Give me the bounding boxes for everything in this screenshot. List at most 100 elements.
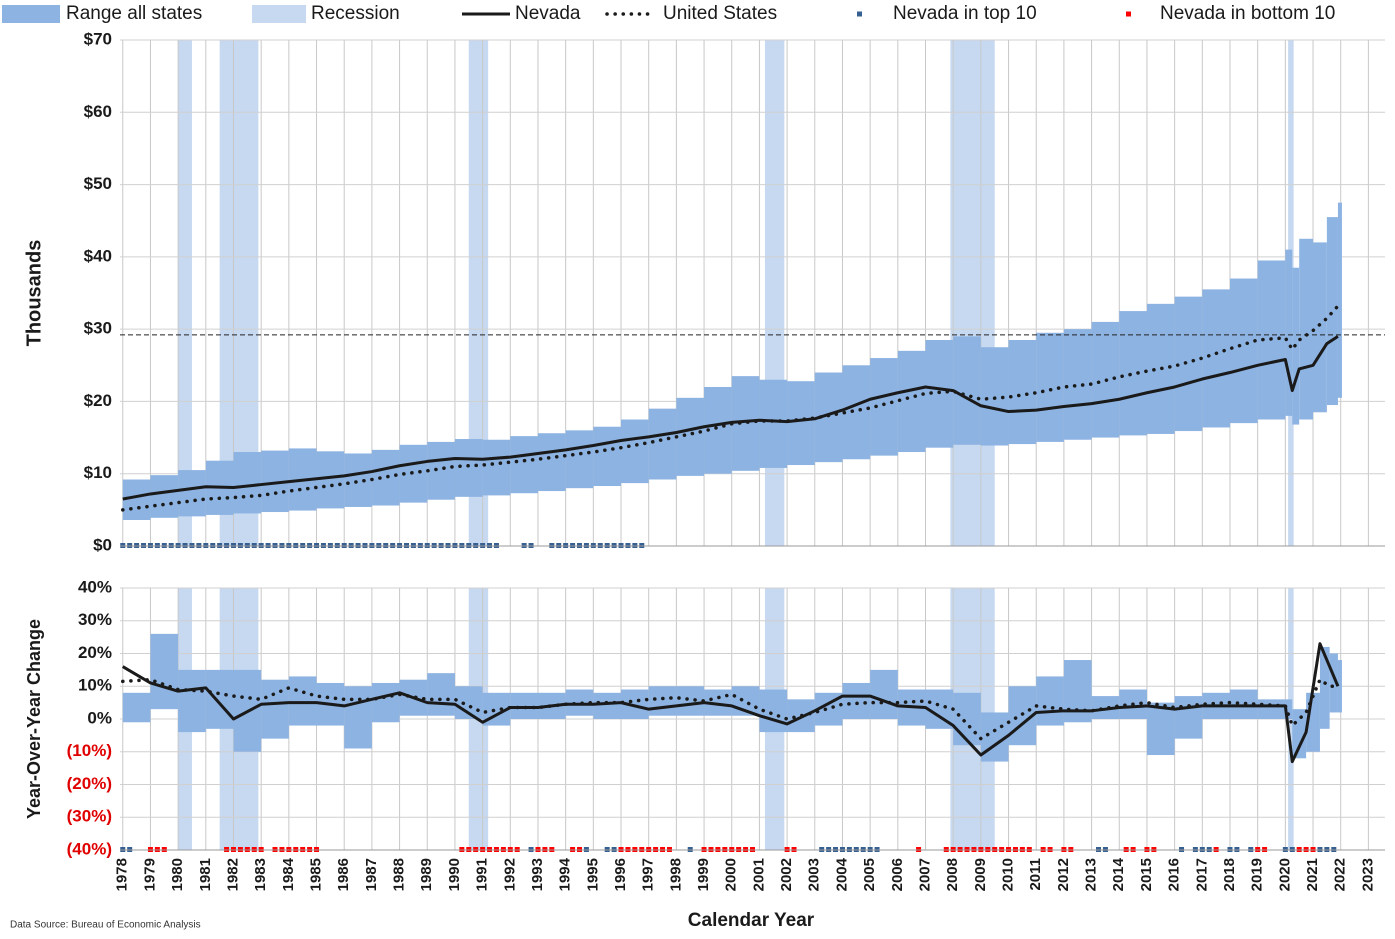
range-band — [454, 439, 483, 497]
recession-band — [178, 40, 192, 546]
y-tick-label: (40%) — [67, 839, 112, 858]
x-tick-label: 1979 — [141, 858, 158, 891]
x-tick-label: 2018 — [1221, 858, 1238, 891]
x-tick-label: 1990 — [446, 858, 463, 891]
source-note: Data Source: Bureau of Economic Analysis — [10, 920, 201, 931]
range-band — [759, 379, 788, 468]
y-tick-label: $20 — [84, 391, 112, 410]
range-band — [1008, 339, 1037, 445]
range-band — [1313, 242, 1327, 413]
x-tick-label: 2021 — [1304, 858, 1321, 891]
y-tick-label: (20%) — [67, 774, 112, 793]
range-band — [676, 397, 705, 476]
range-band — [1174, 696, 1203, 739]
x-tick-label: 1991 — [474, 858, 491, 891]
x-tick-label: 2011 — [1027, 858, 1044, 891]
x-tick-label: 1985 — [308, 858, 325, 891]
range-band — [205, 669, 234, 729]
x-tick-label: 2006 — [889, 858, 906, 891]
range-band — [842, 682, 871, 719]
y-tick-label: 0% — [87, 708, 112, 727]
range-band — [897, 350, 926, 453]
range-band — [870, 358, 898, 456]
x-tick-label: 1988 — [391, 858, 408, 891]
range-band — [261, 679, 289, 739]
x-tick-label: 2016 — [1166, 858, 1183, 891]
range-band — [980, 347, 1009, 446]
x-tick-label: 1997 — [640, 858, 657, 891]
x-tick-label: 2014 — [1110, 857, 1127, 891]
range-band — [344, 686, 372, 749]
x-tick-label: 1994 — [557, 857, 574, 891]
x-tick-label: 2020 — [1276, 858, 1293, 891]
range-band — [1319, 646, 1330, 729]
range-band — [953, 336, 981, 445]
x-tick-label: 1999 — [695, 858, 712, 891]
x-tick-label: 2008 — [944, 858, 961, 891]
y-tick-label: $30 — [84, 319, 112, 338]
y-tick-label: $60 — [84, 102, 112, 121]
nevada-line — [122, 642, 1340, 764]
legend-label: Nevada — [515, 3, 581, 24]
x-tick-label: 1996 — [612, 858, 629, 891]
y-tick-label: $70 — [84, 29, 112, 48]
range-band — [344, 453, 372, 507]
us-line — [121, 677, 1340, 741]
x-tick-label: 2007 — [916, 858, 933, 891]
x-tick-label: 1983 — [252, 858, 269, 891]
x-tick-label: 2010 — [1000, 858, 1017, 891]
x-tick-label: 1981 — [197, 858, 214, 891]
range-band — [178, 669, 206, 733]
x-tick-label: 1980 — [169, 858, 186, 891]
x-tick-label: 2003 — [806, 858, 823, 891]
range-band — [178, 470, 206, 517]
legend-label: Nevada in bottom 10 — [1160, 3, 1335, 24]
range-band — [621, 419, 649, 484]
range-band — [1174, 296, 1203, 432]
legend-swatch — [2, 5, 60, 23]
range-band — [1337, 202, 1342, 398]
range-band — [676, 686, 705, 716]
range-band — [593, 426, 622, 487]
y-tick-label: $50 — [84, 174, 112, 193]
legend-swatch — [857, 11, 862, 17]
y-axis-label: Thousands — [23, 240, 45, 347]
x-tick-label: 2000 — [723, 858, 740, 891]
recession-band — [950, 40, 995, 546]
range-band — [482, 439, 511, 496]
range-band — [233, 452, 262, 514]
x-tick-label: 1978 — [114, 858, 131, 891]
legend-label: Nevada in top 10 — [893, 3, 1037, 24]
range-band — [510, 436, 538, 494]
us-line — [121, 304, 1340, 512]
range-band — [150, 633, 179, 710]
y-tick-label: $10 — [84, 463, 112, 482]
x-tick-label: 1982 — [224, 858, 241, 891]
y-tick-label: 20% — [78, 643, 112, 662]
x-tick-label: 2005 — [861, 858, 878, 891]
range-band — [1063, 329, 1092, 440]
x-tick-label: 2004 — [833, 857, 850, 891]
legend-label: Range all states — [66, 3, 202, 24]
y-tick-label: $40 — [84, 246, 112, 265]
legend-swatch — [252, 5, 306, 23]
x-tick-label: 2012 — [1055, 858, 1072, 891]
x-tick-label: 1992 — [501, 858, 518, 891]
x-tick-label: 1987 — [363, 858, 380, 891]
x-tick-label: 2017 — [1193, 858, 1210, 891]
range-band — [371, 682, 400, 723]
range-band — [842, 365, 871, 460]
x-tick-label: 2019 — [1249, 858, 1266, 891]
x-tick-label: 2002 — [778, 858, 795, 891]
range-band — [1091, 696, 1120, 719]
range-band — [122, 692, 151, 723]
range-band — [371, 449, 400, 506]
x-tick-label: 1989 — [418, 858, 435, 891]
range-band — [1337, 660, 1342, 713]
legend-swatch — [1126, 11, 1131, 17]
range-band — [1299, 238, 1314, 420]
range-band — [316, 451, 345, 509]
x-tick-label: 1998 — [667, 858, 684, 891]
range-band — [1257, 699, 1286, 719]
